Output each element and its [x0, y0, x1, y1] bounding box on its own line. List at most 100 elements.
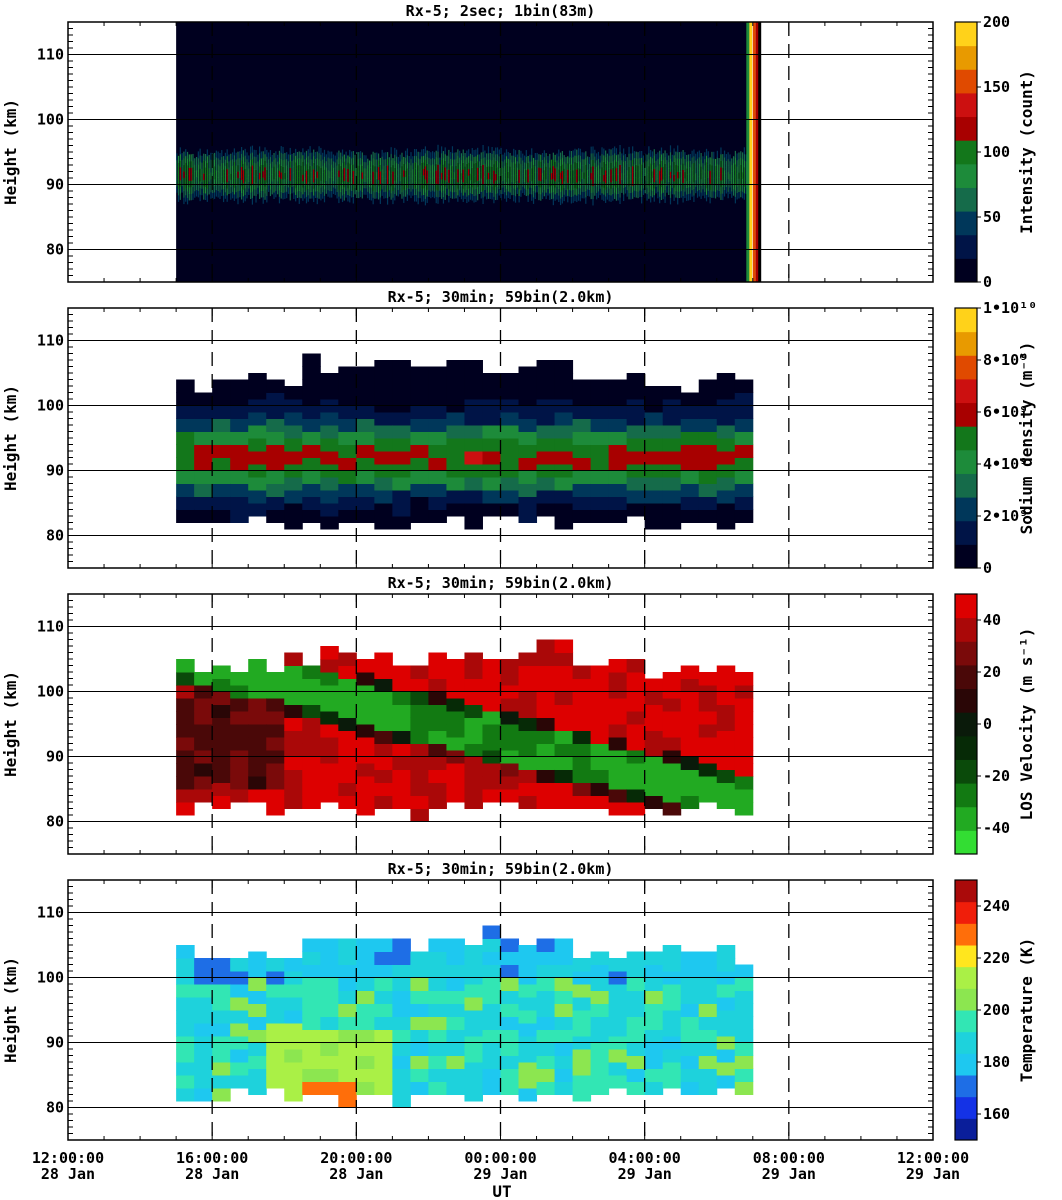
- heatmap-cell: [268, 152, 270, 160]
- heatmap-cell: [291, 179, 293, 187]
- heatmap-cell: [554, 769, 574, 783]
- heatmap-cell: [743, 147, 745, 155]
- heatmap-cell: [626, 157, 628, 165]
- heatmap-cell: [318, 178, 320, 186]
- heatmap-cell: [446, 990, 465, 1004]
- heatmap-cell: [390, 179, 392, 187]
- heatmap-cell: [734, 698, 754, 712]
- heatmap-cell: [338, 977, 357, 991]
- heatmap-cell: [305, 176, 308, 184]
- heatmap-cell: [410, 1068, 429, 1082]
- heatmap-cell: [495, 193, 497, 201]
- heatmap-cell: [554, 503, 574, 517]
- heatmap-cell: [704, 171, 706, 179]
- heatmap-cell: [471, 167, 473, 175]
- heatmap-cell: [716, 157, 718, 165]
- heatmap-cell: [498, 156, 500, 164]
- heatmap-cell: [284, 678, 303, 692]
- heatmap-cell: [520, 170, 522, 178]
- heatmap-cell: [680, 177, 682, 185]
- heatmap-cell: [590, 379, 610, 393]
- heatmap-cell: [671, 174, 673, 182]
- heatmap-cell: [473, 163, 475, 171]
- colorbar-swatch: [955, 22, 977, 47]
- heatmap-cell: [572, 405, 592, 419]
- heatmap-cell: [590, 418, 610, 432]
- heatmap-cell: [693, 175, 695, 183]
- heatmap-cell: [374, 386, 393, 400]
- heatmap-cell: [266, 509, 285, 523]
- heatmap-cell: [195, 163, 198, 171]
- heatmap-cell: [675, 151, 677, 159]
- heatmap-cell: [426, 195, 428, 203]
- heatmap-cell: [572, 1075, 592, 1089]
- heatmap-cell: [338, 176, 340, 184]
- heatmap-cell: [527, 188, 529, 196]
- heatmap-cell: [606, 173, 609, 181]
- heatmap-cell: [534, 159, 536, 167]
- heatmap-cell: [361, 152, 363, 160]
- heatmap-cell: [262, 151, 264, 159]
- heatmap-cell: [664, 163, 666, 171]
- heatmap-cell: [716, 386, 736, 400]
- colorbar-swatch: [955, 712, 977, 737]
- heatmap-cell: [626, 672, 646, 686]
- heatmap-cell: [484, 183, 486, 191]
- heatmap-cell: [338, 157, 340, 165]
- heatmap-cell: [194, 1023, 213, 1037]
- heatmap-cell: [410, 1081, 429, 1095]
- heatmap-cell: [576, 188, 578, 196]
- heatmap-cell: [194, 418, 213, 432]
- heatmap-cell: [565, 183, 567, 191]
- heatmap-cell: [374, 1055, 393, 1069]
- heatmap-cell: [698, 1003, 718, 1017]
- heatmap-cell: [484, 157, 486, 165]
- heatmap-cell: [577, 154, 580, 162]
- heatmap-cell: [464, 1062, 483, 1076]
- heatmap-cell: [509, 185, 511, 193]
- heatmap-cell: [482, 1016, 501, 1030]
- heatmap-cell: [716, 425, 736, 439]
- x-tick-time: 16:00:00: [176, 1149, 248, 1167]
- heatmap-cell: [597, 190, 600, 198]
- heatmap-cell: [687, 193, 690, 201]
- heatmap-cell: [734, 1016, 754, 1030]
- heatmap-cell: [356, 366, 375, 380]
- heatmap-cell: [682, 182, 684, 190]
- heatmap-cell: [459, 157, 461, 165]
- heatmap-cell: [626, 789, 646, 803]
- heatmap-cell: [194, 392, 213, 406]
- heatmap-cell: [264, 192, 266, 200]
- heatmap-cell: [248, 412, 267, 426]
- heatmap-cell: [219, 159, 221, 167]
- heatmap-cell: [248, 1068, 267, 1082]
- heatmap-cell: [659, 176, 661, 184]
- heatmap-cell: [630, 153, 632, 161]
- heatmap-cell: [349, 149, 351, 157]
- colorbar-tick-label: 100: [983, 143, 1010, 161]
- heatmap-cell: [621, 166, 623, 174]
- heatmap-cell: [669, 177, 672, 185]
- heatmap-cell: [633, 157, 636, 165]
- heatmap-cell: [736, 185, 738, 193]
- heatmap-cell: [680, 509, 700, 523]
- colorbar-swatch: [955, 1031, 977, 1054]
- heatmap-cell: [482, 1055, 501, 1069]
- heatmap-cell: [682, 176, 684, 184]
- heatmap-cell: [487, 185, 490, 193]
- heatmap-cell: [457, 181, 459, 189]
- heatmap-cell: [282, 153, 284, 161]
- heatmap-cell: [293, 172, 295, 180]
- heatmap-cell: [392, 665, 411, 679]
- heatmap-cell: [388, 176, 390, 184]
- heatmap-cell: [464, 386, 483, 400]
- heatmap-cell: [545, 185, 547, 193]
- heatmap-cell: [404, 163, 407, 171]
- heatmap-cell: [666, 172, 668, 180]
- heatmap-cell: [547, 188, 549, 196]
- heatmap-cell: [446, 672, 465, 686]
- heatmap-cell: [549, 166, 551, 174]
- heatmap-cell: [206, 188, 208, 196]
- heatmap-cell: [269, 189, 272, 197]
- heatmap-cell: [585, 157, 587, 165]
